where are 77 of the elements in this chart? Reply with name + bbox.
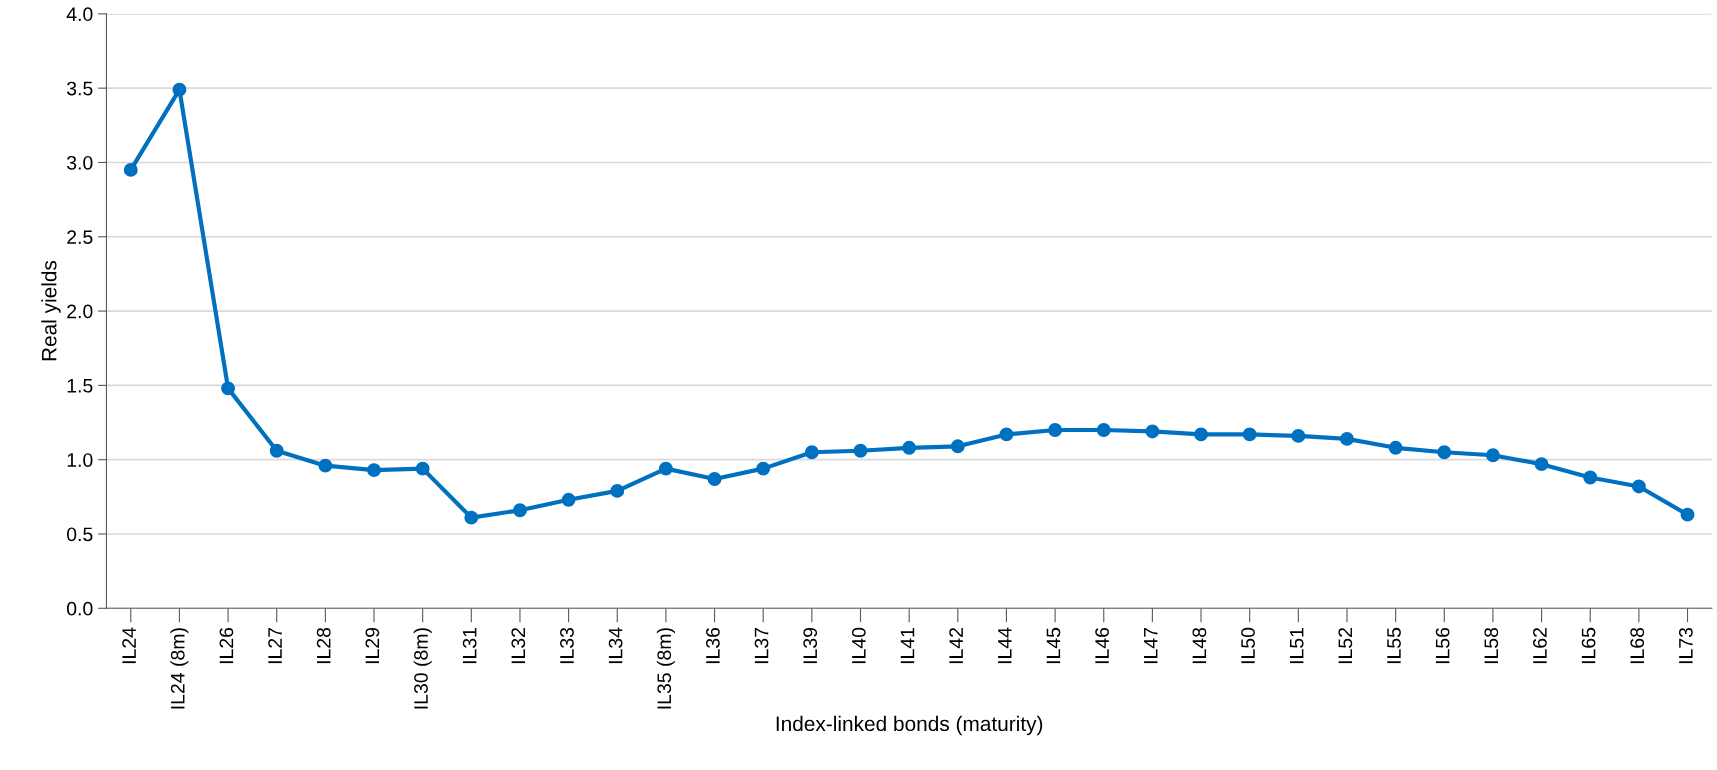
x-tick-label: IL68 — [1630, 627, 1645, 664]
point — [1583, 470, 1598, 485]
y-tick-label: 2.0 — [67, 304, 93, 319]
x-tick-label: IL27 — [268, 628, 282, 664]
point — [513, 503, 527, 518]
point — [658, 461, 673, 476]
x-tick-label: IL42 — [949, 628, 963, 664]
point — [1485, 448, 1500, 463]
x-tick-label: IL26 — [219, 627, 234, 664]
x-tick-label: IL24 (8m) — [170, 628, 189, 709]
x-tick-label: IL35 (8m) — [656, 628, 675, 709]
x-axis-title: Index-linked bonds (maturity) — [776, 715, 1043, 736]
point — [269, 443, 284, 458]
x-tick-label: IL30 (8m) — [413, 628, 432, 709]
point — [221, 381, 236, 396]
x-tick-label: IL37 — [754, 628, 769, 664]
point — [172, 82, 187, 97]
x-tick-label: IL52 — [1338, 628, 1353, 664]
x-tick-label: IL41 — [900, 628, 915, 664]
x-tick-label: IL47 — [1144, 628, 1158, 664]
point — [1340, 431, 1354, 446]
x-tick-label: IL50 — [1241, 627, 1255, 664]
point — [367, 463, 381, 478]
x-tick-label: IL34 — [608, 627, 623, 664]
point — [464, 510, 479, 525]
point — [804, 445, 819, 460]
point — [1388, 440, 1403, 455]
y-axis-title: Real yields — [41, 260, 61, 361]
point — [561, 492, 576, 507]
x-tick-label: IL58 — [1484, 627, 1499, 664]
x-tick-label: IL55 — [1387, 627, 1401, 664]
x-tick-label: IL39 — [803, 627, 818, 664]
x-tick-label: IL31 — [462, 628, 477, 664]
x-tick-label: IL44 — [998, 627, 1012, 664]
point — [999, 427, 1014, 442]
point — [1096, 423, 1111, 437]
x-tick-label: IL73 — [1678, 627, 1693, 664]
x-tick-label: IL56 — [1435, 627, 1450, 664]
point — [902, 440, 917, 455]
y-tick-label: 1.5 — [67, 379, 93, 393]
point — [950, 439, 965, 454]
point — [1680, 507, 1695, 522]
y-tick-label: 3.5 — [66, 81, 93, 96]
point — [1145, 424, 1160, 439]
y-tick-label: 0.5 — [66, 527, 93, 542]
y-tick-label: 2.5 — [67, 230, 93, 245]
x-tick-label: IL24 — [122, 627, 136, 664]
point — [1534, 457, 1549, 472]
point — [1242, 427, 1257, 442]
x-tick-label: IL51 — [1289, 628, 1304, 664]
y-tick-label: 1.0 — [67, 453, 93, 467]
point — [610, 483, 625, 498]
point — [707, 472, 722, 486]
x-tick-label: IL32 — [511, 628, 526, 664]
y-tick-label: 0.0 — [66, 601, 93, 616]
point — [853, 443, 868, 458]
point — [415, 461, 430, 476]
y-tick-label: 3.0 — [66, 155, 93, 170]
point — [1048, 423, 1063, 437]
x-tick-label: IL46 — [1095, 627, 1109, 664]
point — [756, 461, 771, 476]
x-tick-label: IL48 — [1192, 627, 1207, 664]
x-tick-label: IL40 — [851, 627, 866, 664]
y-tick-label: 4.0 — [66, 7, 93, 22]
point — [1194, 427, 1208, 442]
point — [123, 162, 138, 177]
x-tick-label: IL36 — [706, 627, 720, 664]
point — [1291, 428, 1306, 443]
x-tick-label: IL45 — [1046, 627, 1061, 664]
point — [1631, 479, 1646, 494]
x-tick-label: IL29 — [365, 627, 380, 664]
x-tick-label: IL62 — [1533, 628, 1547, 664]
x-tick-label: IL33 — [560, 627, 574, 664]
point — [1437, 445, 1452, 460]
x-tick-label: IL65 — [1581, 627, 1596, 664]
x-tick-label: IL28 — [316, 627, 331, 664]
point — [318, 458, 333, 473]
